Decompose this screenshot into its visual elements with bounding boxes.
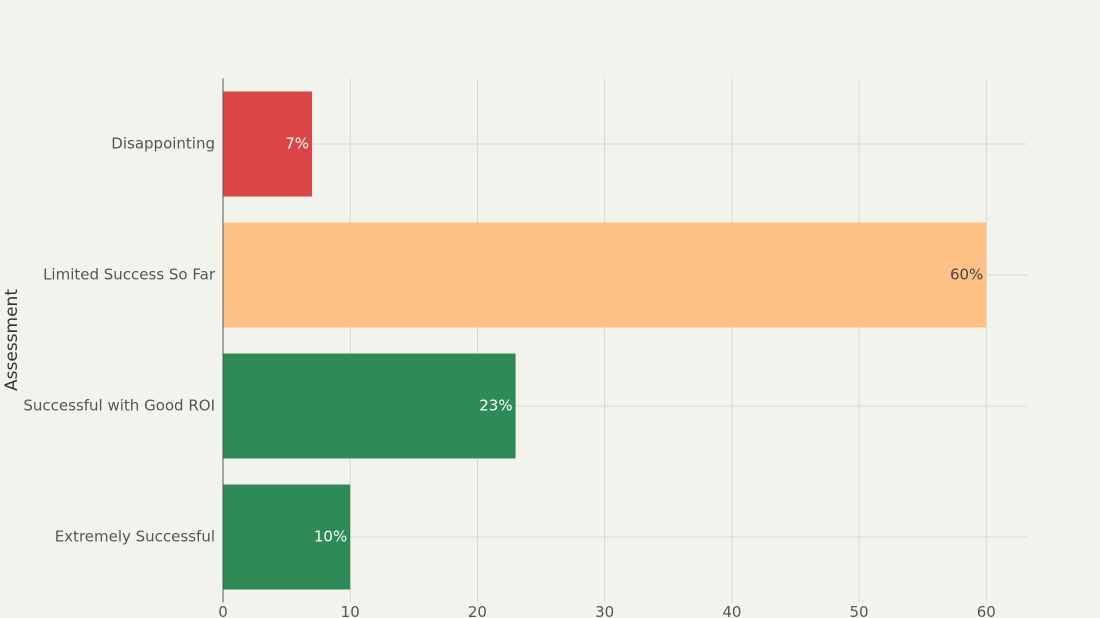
y-tick-label: Limited Success So Far: [43, 266, 216, 284]
value-label: 7%: [285, 135, 309, 153]
y-tick-label: Extremely Successful: [55, 528, 215, 546]
value-label: 23%: [479, 397, 512, 415]
bar: [223, 91, 313, 197]
bar: [223, 484, 351, 590]
x-tick-label: 10: [341, 603, 360, 618]
x-tick-label: 40: [722, 603, 741, 618]
x-tick-label: 30: [595, 603, 614, 618]
x-tick-label: 50: [850, 603, 869, 618]
x-tick-label: 60: [977, 603, 996, 618]
bar: [223, 353, 516, 459]
bar: [223, 222, 987, 328]
y-axis-title: Assessment: [2, 289, 22, 391]
value-label: 60%: [950, 266, 983, 284]
y-tick-label: Successful with Good ROI: [23, 397, 215, 415]
x-tick-label: 20: [468, 603, 487, 618]
x-tick-label: 0: [218, 603, 228, 618]
y-tick-label: Disappointing: [111, 135, 215, 153]
value-label: 10%: [314, 528, 347, 546]
